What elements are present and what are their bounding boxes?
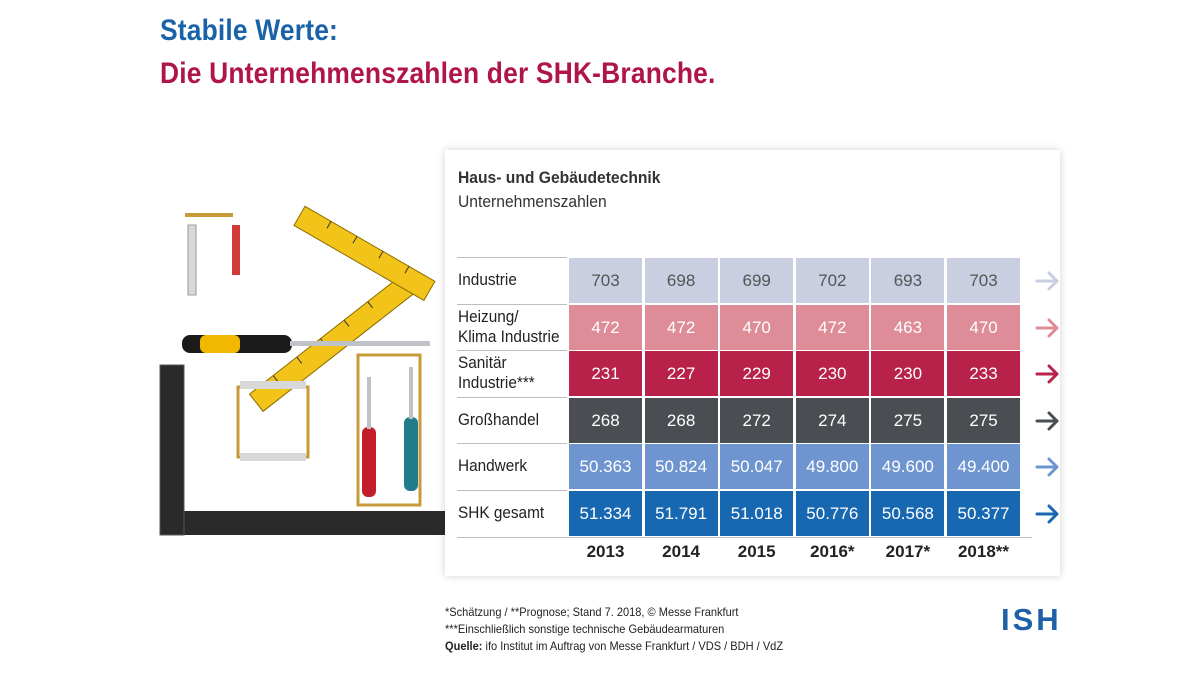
row-label: Handwerk [458,456,527,476]
value-cell: 268 [644,397,718,443]
row-divider [457,396,567,398]
value-cell: 50.363 [569,444,642,490]
value-cell: 229 [720,351,794,397]
footnote-armatures: ***Einschließlich sonstige technische Ge… [445,622,725,636]
door-frame [356,353,422,507]
table-row: Großhandel 268 268 272 274 275 275 [457,396,1059,444]
trend-arrow-icon [1035,318,1059,338]
row-divider [457,490,567,491]
table-row: Handwerk 50.363 50.824 50.047 49.800 49.600 49… [457,443,1059,490]
steel-square [159,364,450,536]
row-label: Sanitär Industrie*** [458,353,535,393]
trend-arrow-icon [1035,364,1059,384]
value-cell: 50.568 [871,491,945,536]
row-divider [457,303,567,305]
value-cell: 51.791 [644,491,718,536]
row-label-line: Industrie [458,271,517,289]
value-cell: 233 [947,351,1020,397]
value-cell: 699 [720,258,794,303]
value-cell: 275 [947,397,1020,443]
trend-arrow-icon [1035,411,1059,431]
value-cell: 49.600 [871,444,945,490]
year-label: 2014 [662,542,700,561]
row-divider [457,257,567,258]
table-row: Industrie 703 698 699 702 693 703 [457,257,1059,304]
anchor-window [236,381,310,461]
row-divider [457,350,567,352]
row-label-line: Großhandel [458,410,540,429]
row-label-line: Heizung/ [458,307,519,326]
value-cell: 272 [720,397,794,443]
row-divider [457,443,567,445]
house-tools-illustration [159,205,450,536]
table-row: Sanitär Industrie*** 231 227 229 230 230 233 [457,350,1059,397]
value-cell: 49.400 [947,444,1020,490]
value-cell: 275 [871,397,945,443]
wall-anchors [185,213,240,296]
chart-subtitle: Unternehmenszahlen [458,192,607,211]
year-label: 2018** [957,542,1010,561]
value-cell: 470 [947,304,1020,350]
value-cell: 463 [871,304,945,350]
trend-arrow-icon [1035,504,1059,524]
value-cell: 703 [947,258,1020,303]
trend-arrow-icon [1035,457,1059,477]
value-cell: 703 [569,258,642,303]
year-label: 2015 [737,542,776,561]
row-label: Industrie [458,270,517,290]
source-label: Quelle: [445,639,483,653]
row-label-line: Handwerk [458,457,528,476]
value-cell: 472 [795,304,869,350]
value-cell: 51.018 [720,491,794,536]
year-label: 2017* [885,542,931,561]
ish-logo: ISH [1001,602,1062,637]
chart-title: Haus- und Gebäudetechnik [458,168,661,187]
value-cell: 472 [644,304,718,350]
value-cell: 230 [871,351,945,397]
chart-panel: Haus- und Gebäudetechnik Unternehmenszah… [445,150,1060,576]
year-label: 2016* [810,542,855,561]
screwdriver-horizontal [182,335,430,353]
value-cell: 274 [795,397,869,443]
heading-line-2: Die Unternehmenszahlen der SHK-Branche. [160,57,716,90]
table-row: Heizung/Klima Industrie 472 472 470 472 463 47… [457,303,1059,351]
footnote-source: Quelle: ifo Institut im Auftrag von Mess… [445,639,783,653]
value-cell: 50.377 [947,491,1020,536]
precision-screwdrivers [362,367,418,497]
heading-line-1: Stabile Werte: [160,14,339,47]
row-label-line: Klima Industrie [458,327,560,346]
value-cell: 472 [569,304,642,350]
value-cell: 50.776 [795,491,869,536]
value-cell: 227 [644,351,718,397]
year-label: 2013 [586,542,625,561]
row-label: Großhandel [458,410,539,430]
source-text: ifo Institut im Auftrag von Messe Frankf… [482,639,784,653]
row-label-line: Industrie*** [458,374,535,393]
value-cell: 470 [720,304,794,350]
table-baseline [457,537,1032,538]
table-row: SHK gesamt 51.334 51.791 51.018 50.776 50.568… [457,490,1059,537]
row-label-line: SHK gesamt [458,504,545,522]
value-cell: 231 [569,351,642,397]
row-label: Heizung/Klima Industrie [458,307,560,347]
value-cell: 50.824 [644,444,718,490]
value-cell: 268 [569,397,642,443]
value-cell: 49.800 [795,444,869,490]
row-label-line: Sanitär [458,354,507,373]
trend-arrow-icon [1035,271,1059,291]
value-cell: 702 [795,258,869,303]
row-label: SHK gesamt [458,503,544,523]
value-cell: 50.047 [720,444,794,490]
value-cell: 693 [871,258,945,303]
folding-rule-roof-right [293,205,436,302]
value-cell: 698 [644,258,718,303]
footnote-estimate: *Schätzung / **Prognose; Stand 7. 2018, … [445,605,739,619]
value-cell: 51.334 [569,491,642,536]
value-cell: 230 [795,351,869,397]
